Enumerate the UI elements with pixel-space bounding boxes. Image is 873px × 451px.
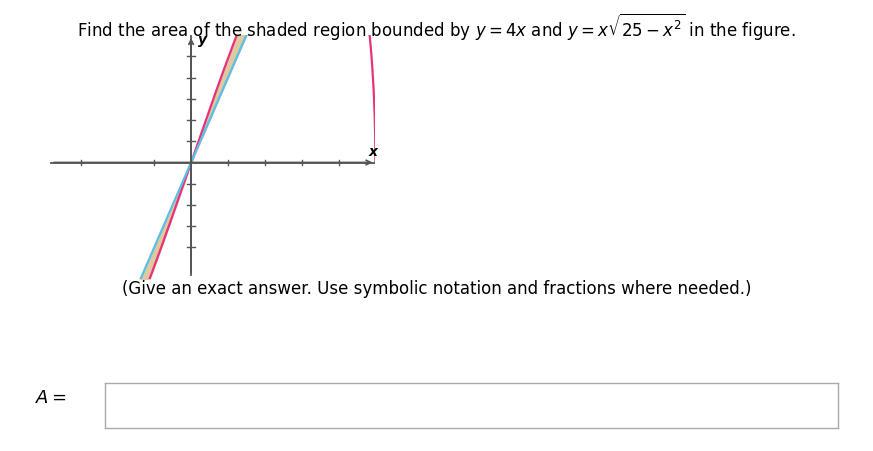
Text: Find the area of the shaded region bounded by $y = 4x$ and $y = x\sqrt{25 - x^2}: Find the area of the shaded region bound… — [77, 11, 796, 42]
Text: y: y — [197, 33, 207, 47]
Text: (Give an exact answer. Use symbolic notation and fractions where needed.): (Give an exact answer. Use symbolic nota… — [121, 280, 752, 298]
Text: $A =$: $A =$ — [35, 388, 67, 406]
Text: x: x — [369, 144, 378, 158]
